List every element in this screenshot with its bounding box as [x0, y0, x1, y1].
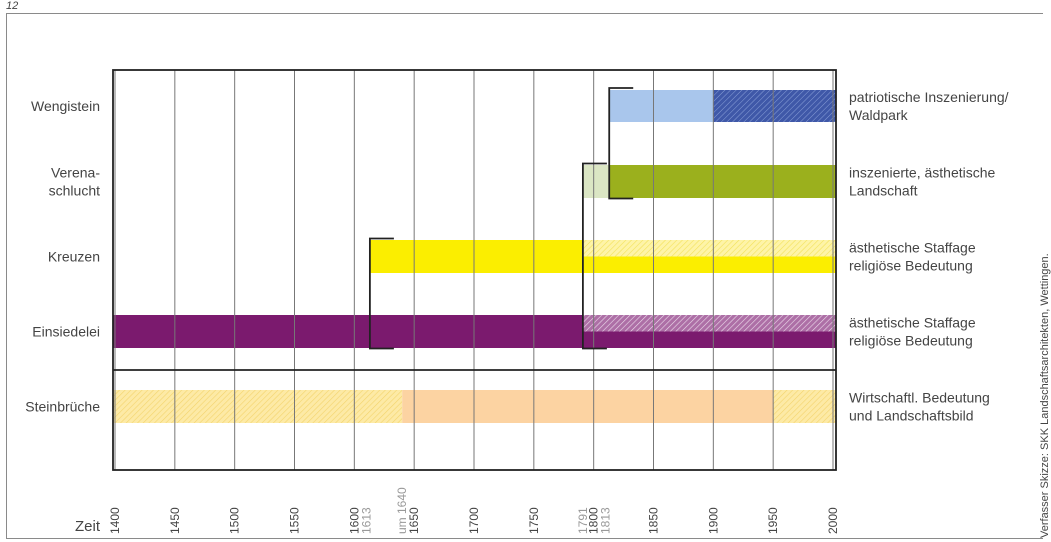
bar-segment	[582, 165, 610, 198]
annotation-tick-label: 1613	[359, 507, 373, 534]
bar-segment	[582, 331, 836, 348]
bar-segment	[113, 390, 403, 423]
bar-segment	[609, 90, 714, 122]
x-tick-label: 1450	[168, 507, 182, 534]
bar-segment-hatched	[582, 315, 836, 332]
bar-segment	[369, 240, 583, 273]
connector-bracket	[581, 162, 607, 350]
x-tick-label: 1750	[527, 507, 541, 534]
labels-layer: Wengistein patriotische Inszenierung/Wald…	[25, 89, 1008, 424]
row-description: inszenierte, ästhetische	[849, 165, 996, 181]
bars-layer	[113, 90, 836, 423]
plot-border	[112, 69, 837, 471]
brackets-layer	[368, 87, 634, 350]
row-description: Landschaft	[849, 183, 918, 199]
figure-frame	[6, 13, 1043, 539]
figure-number: 12	[6, 0, 19, 12]
x-tick-label: 1900	[706, 507, 720, 534]
x-tick-label: 1950	[766, 507, 780, 534]
x-tick-label: 1400	[108, 507, 122, 534]
row-description: religiöse Bedeutung	[849, 333, 973, 349]
row-description: und Landschaftsbild	[849, 408, 974, 424]
row-description: patriotische Inszenierung/	[849, 89, 1009, 105]
annotation-tick-label: 1813	[599, 507, 613, 534]
credit-text: Verfasser Skizze: SKK Landschaftsarchite…	[1039, 253, 1051, 538]
bar-segment-hatched	[582, 240, 836, 257]
row-label: Kreuzen	[48, 249, 100, 265]
row-description: ästhetische Staffage	[849, 315, 976, 331]
plot-frame	[112, 69, 837, 471]
x-axis-label: Zeit	[75, 518, 101, 535]
annotation-tick-label: um 1640	[395, 487, 409, 534]
row-label: Steinbrüche	[25, 399, 100, 415]
bar-segment	[402, 390, 774, 423]
x-tick-label: 1850	[647, 507, 661, 534]
x-tick-label: 1500	[228, 507, 242, 534]
x-axis-ticks: 1400 1450 1500 1550 1600 1650 1700 1750 1800 1850…	[108, 487, 840, 534]
row-label: Wengistein	[31, 98, 100, 114]
x-tick-label: 1600	[347, 507, 361, 534]
bar-segment	[609, 165, 836, 198]
row-description: Wirtschaftl. Bedeutung	[849, 390, 990, 406]
row-label: Verena-	[51, 165, 100, 181]
grid-layer	[114, 70, 834, 470]
connector-bracket	[608, 87, 634, 200]
row-description: ästhetische Staffage	[849, 240, 976, 256]
x-tick-label: 1700	[467, 507, 481, 534]
row-label: schlucht	[49, 183, 100, 199]
connector-bracket	[368, 237, 394, 350]
bar-segment	[773, 390, 836, 423]
x-tick-label: 1550	[288, 507, 302, 534]
bar-segment	[713, 90, 836, 122]
row-label: Einsiedelei	[32, 324, 100, 340]
bar-segment	[582, 256, 836, 273]
row-description: religiöse Bedeutung	[849, 258, 973, 274]
x-tick-label: 2000	[826, 507, 840, 534]
annotation-tick-label: 1791	[576, 507, 590, 534]
x-tick-label: 1650	[407, 507, 421, 534]
x-tick-label: 1800	[587, 507, 601, 534]
row-description: Waldpark	[849, 107, 909, 123]
bar-segment	[113, 315, 583, 348]
